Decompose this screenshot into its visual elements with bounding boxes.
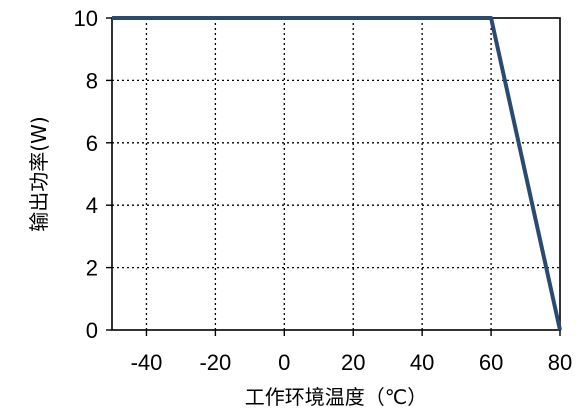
series-layer [112,16,562,331]
x-axis-ticks: -40 -20 0 20 40 60 80 [131,330,572,375]
y-tick-label: 10 [74,6,98,31]
x-tick-label: 40 [410,350,434,375]
x-tick-label: -40 [131,350,163,375]
series-line [112,16,562,331]
y-axis-ticks: 0 2 4 6 8 10 [74,6,112,343]
y-tick-label: 2 [86,256,98,281]
x-axis-title: 工作环境温度（℃） [245,385,427,409]
y-tick-label: 8 [86,68,98,93]
x-tick-label: 80 [548,350,572,375]
y-axis-title: 输出功率(W) [27,116,51,231]
grid [112,18,560,330]
x-tick-label: -20 [199,350,231,375]
x-tick-label: 20 [341,350,365,375]
y-tick-label: 4 [86,193,98,218]
x-tick-label: 0 [278,350,290,375]
y-tick-label: 6 [86,131,98,156]
y-tick-label: 0 [86,318,98,343]
plot-area-frame [111,17,561,331]
x-tick-label: 60 [479,350,503,375]
